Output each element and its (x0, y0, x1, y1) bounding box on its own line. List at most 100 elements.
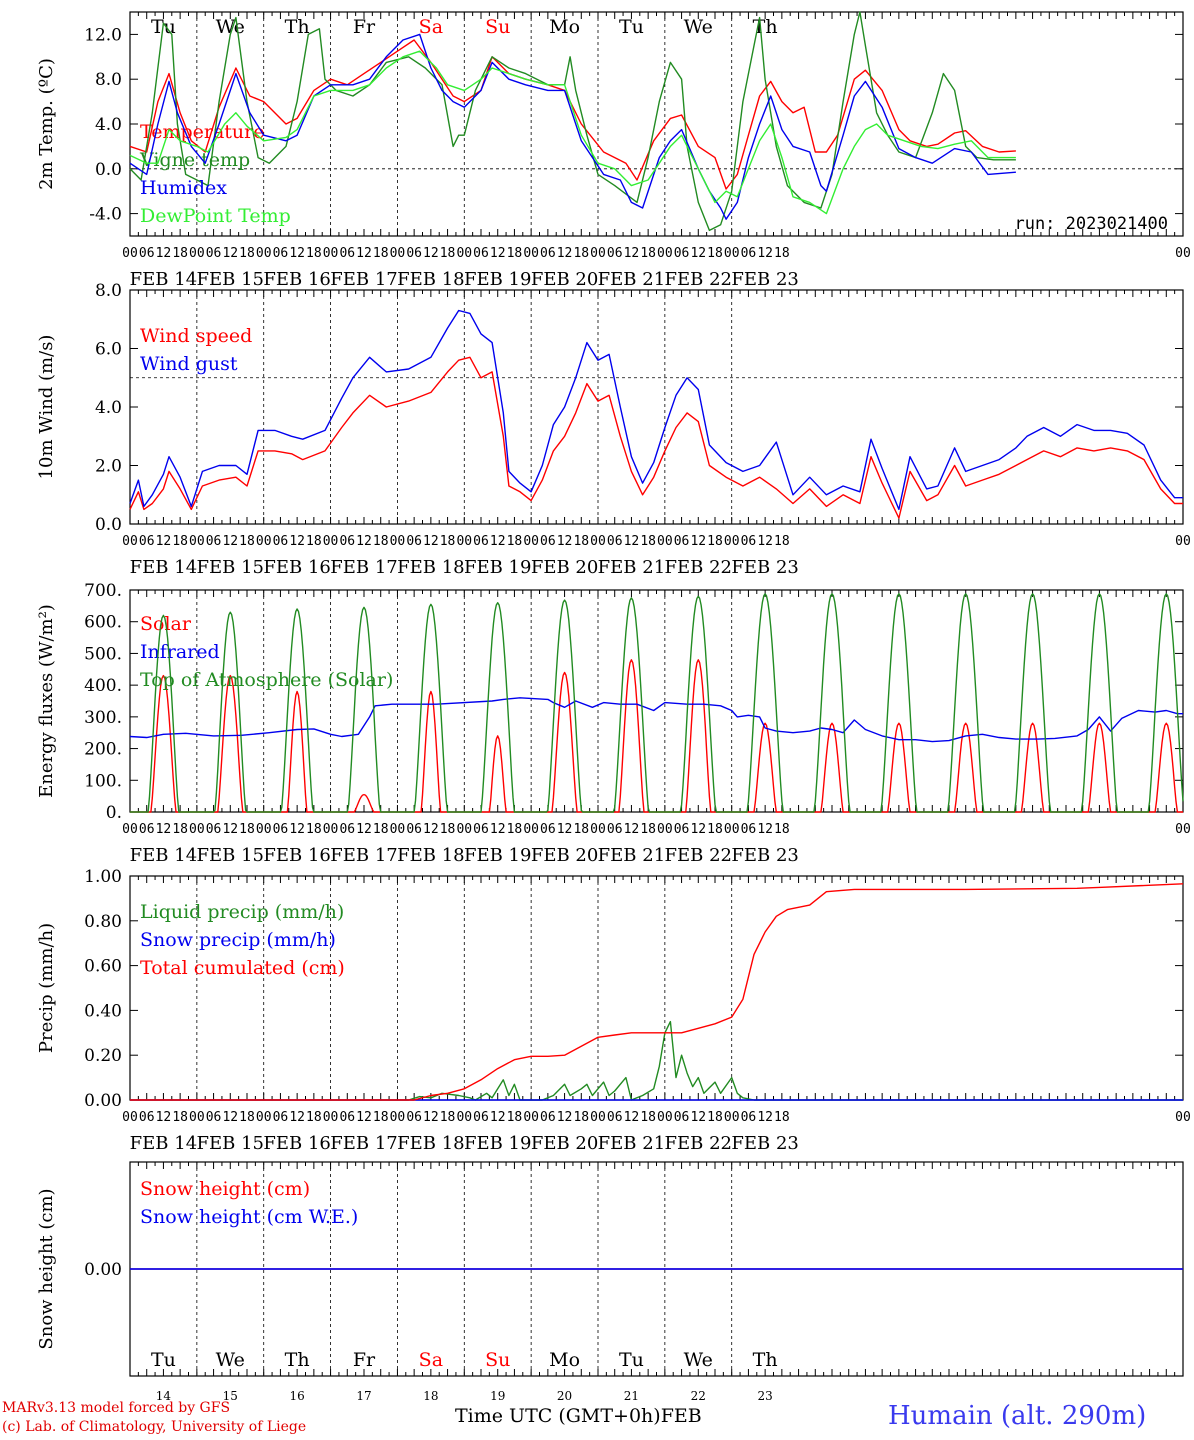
hour-tick-label: 00 (590, 534, 606, 549)
hour-tick-label: 18 (239, 822, 255, 837)
weekday-label: Su (485, 1349, 510, 1371)
date-label: FEB 16 (263, 269, 330, 290)
date-label: FEB 16 (263, 1133, 330, 1154)
hour-tick-label: 00 (456, 822, 472, 837)
series-line-lightgreen (129, 50, 1016, 215)
hour-tick-label: 18 (239, 534, 255, 549)
date-label: FEB 14 (130, 1133, 197, 1154)
hour-tick-label: 06 (473, 246, 489, 261)
date-label: FEB 18 (397, 1133, 464, 1154)
hour-tick-label: 00 (657, 1110, 673, 1125)
hour-tick-label: 06 (674, 822, 690, 837)
hour-tick-label: 06 (540, 822, 556, 837)
hour-tick-label: 00 (1175, 822, 1191, 837)
hour-tick-label: 06 (339, 1110, 355, 1125)
y-tick-label: 0.20 (84, 1046, 122, 1066)
weekday-label: Su (485, 16, 510, 38)
legend-entry: Wind speed (140, 325, 252, 347)
hour-tick-label: 00 (390, 246, 406, 261)
hour-tick-label: 12 (423, 822, 439, 837)
date-label: FEB 23 (731, 1133, 798, 1154)
hour-tick-label: 00 (323, 1110, 339, 1125)
y-tick-label: 100. (84, 771, 122, 791)
date-label: FEB 19 (464, 845, 531, 866)
hour-tick-label: 06 (273, 822, 289, 837)
y-tick-label: 500. (84, 644, 122, 664)
date-label: FEB 17 (330, 845, 397, 866)
hour-tick-label: 12 (222, 246, 238, 261)
hour-tick-label: 06 (607, 1110, 623, 1125)
weekday-label: Tu (619, 16, 644, 38)
date-label: FEB 23 (731, 557, 798, 578)
hour-tick-label: 12 (690, 534, 706, 549)
hour-tick-label: 06 (741, 1110, 757, 1125)
legend-entry: Temperature (140, 121, 264, 143)
hour-tick-label: 18 (707, 534, 723, 549)
date-label: FEB 14 (130, 845, 197, 866)
series-line-blue (129, 33, 1016, 220)
date-label: FEB 22 (665, 557, 732, 578)
day-number-label: 21 (624, 1389, 639, 1403)
hour-tick-label: 12 (222, 822, 238, 837)
hour-tick-label: 12 (490, 822, 506, 837)
hour-tick-label: 06 (540, 246, 556, 261)
date-label: FEB 20 (531, 1133, 598, 1154)
hour-tick-label: 18 (507, 822, 523, 837)
hour-tick-label: 18 (573, 1110, 589, 1125)
date-label: FEB 18 (397, 269, 464, 290)
weekday-label: We (684, 1349, 713, 1371)
day-number-label: 23 (758, 1389, 773, 1403)
hour-tick-label: 06 (139, 822, 155, 837)
y-tick-label: 0.00 (84, 1260, 122, 1280)
weekday-label: Th (753, 1349, 778, 1371)
hour-tick-label: 12 (156, 246, 172, 261)
legend-entry: Snow height (cm W.E.) (140, 1206, 358, 1228)
y-tick-label: 0.60 (84, 957, 122, 977)
weekday-label: Th (285, 1349, 310, 1371)
hour-tick-label: 06 (540, 534, 556, 549)
hour-tick-label: 00 (456, 1110, 472, 1125)
day-number-label: 14 (156, 1389, 172, 1403)
hour-tick-label: 06 (741, 246, 757, 261)
date-label: FEB 15 (197, 845, 264, 866)
series-line-red (129, 356, 1183, 519)
date-label: FEB 15 (197, 269, 264, 290)
series-line-red (129, 39, 1016, 190)
hour-tick-label: 00 (122, 246, 138, 261)
day-number-label: 16 (290, 1389, 305, 1403)
date-label: FEB 19 (464, 269, 531, 290)
hour-tick-label: 00 (390, 534, 406, 549)
legend-entry: Snow precip (mm/h) (140, 929, 336, 951)
hour-tick-label: 06 (273, 246, 289, 261)
hour-tick-label: 12 (557, 1110, 573, 1125)
hour-tick-label: 12 (356, 1110, 372, 1125)
y-tick-label: 0.00 (84, 1091, 122, 1111)
date-label: FEB 22 (665, 1133, 732, 1154)
y-axis-label: Snow height (cm) (36, 1188, 57, 1349)
hour-tick-label: 18 (440, 822, 456, 837)
hour-tick-label: 18 (440, 1110, 456, 1125)
legend-entry: Infrared (140, 641, 220, 663)
date-label: FEB 18 (397, 557, 464, 578)
hour-tick-label: 12 (156, 822, 172, 837)
hour-tick-label: 12 (423, 246, 439, 261)
date-label: FEB 23 (731, 845, 798, 866)
date-label: FEB 20 (531, 269, 598, 290)
y-axis-label: Energy fluxes (W/m²) (36, 604, 57, 798)
y-tick-label: 6.0 (95, 340, 122, 360)
hour-tick-label: 06 (406, 822, 422, 837)
hour-tick-label: 12 (490, 534, 506, 549)
hour-tick-label: 06 (139, 1110, 155, 1125)
date-label: FEB 21 (598, 845, 665, 866)
hour-tick-label: 12 (624, 534, 640, 549)
date-label: FEB 20 (531, 845, 598, 866)
day-number-label: 17 (356, 1389, 371, 1403)
y-tick-label: 12.0 (84, 25, 122, 45)
hour-tick-label: 18 (440, 534, 456, 549)
hour-tick-label: 12 (156, 534, 172, 549)
date-label: FEB 21 (598, 1133, 665, 1154)
hour-tick-label: 00 (456, 534, 472, 549)
hour-tick-label: 00 (724, 246, 740, 261)
hour-tick-label: 06 (206, 1110, 222, 1125)
